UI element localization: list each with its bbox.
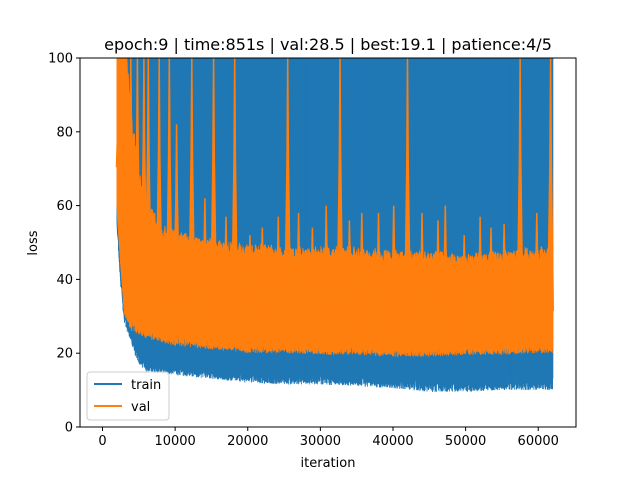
series-val-spike bbox=[358, 212, 366, 313]
series-layer bbox=[115, 58, 555, 392]
x-axis: 0 10000 20000 30000 40000 50000 60000 bbox=[98, 427, 559, 449]
x-tick-label: 40000 bbox=[372, 434, 413, 449]
y-axis: 0 20 40 60 80 100 bbox=[48, 52, 80, 436]
series-val bbox=[115, 58, 555, 357]
x-axis-label: iteration bbox=[301, 456, 356, 471]
series-val-spike bbox=[115, 58, 123, 168]
series-val-spike bbox=[460, 235, 468, 316]
series-val-spike bbox=[284, 58, 292, 312]
chart-title: epoch:9 | time:851s | val:28.5 | best:19… bbox=[104, 35, 552, 54]
series-val-spike bbox=[487, 227, 495, 315]
x-tick-label: 0 bbox=[98, 434, 106, 449]
x-tick-label: 60000 bbox=[518, 434, 559, 449]
series-val-spike bbox=[390, 205, 398, 315]
y-tick-label: 60 bbox=[56, 199, 73, 214]
series-val-spike bbox=[231, 58, 239, 309]
legend-train-label: train bbox=[131, 378, 161, 393]
series-val-spike bbox=[418, 212, 426, 315]
series-val-spike bbox=[441, 205, 449, 315]
series-val-spike bbox=[547, 58, 555, 312]
series-val-spike bbox=[173, 124, 181, 302]
legend: train val bbox=[86, 371, 170, 421]
x-tick-label: 50000 bbox=[445, 434, 486, 449]
y-tick-label: 0 bbox=[65, 421, 73, 436]
series-val-spike bbox=[246, 235, 254, 310]
series-val-spike bbox=[188, 58, 196, 304]
series-val-spike bbox=[345, 220, 353, 313]
series-val-spike bbox=[155, 58, 163, 295]
series-val-spike bbox=[533, 212, 541, 312]
series-val-spike bbox=[374, 212, 382, 314]
series-val-spike bbox=[336, 58, 344, 313]
series-val-spike bbox=[133, 58, 141, 268]
series-val-spike bbox=[500, 223, 508, 314]
series-val-spike bbox=[222, 216, 230, 308]
y-tick-label: 40 bbox=[56, 273, 73, 288]
y-tick-label: 100 bbox=[48, 52, 73, 67]
y-axis-label: loss bbox=[26, 230, 41, 255]
series-val-spike bbox=[404, 58, 412, 315]
series-val-spike bbox=[476, 216, 484, 315]
series-val-spike bbox=[274, 216, 282, 311]
series-val-spike bbox=[210, 58, 218, 307]
series-val-spike bbox=[295, 212, 303, 312]
x-tick-label: 30000 bbox=[300, 434, 341, 449]
series-val-spike bbox=[144, 58, 152, 287]
series-val-spike bbox=[308, 227, 316, 313]
series-val-spike bbox=[322, 205, 330, 313]
legend-val-label: val bbox=[131, 400, 150, 415]
series-val-spike bbox=[127, 58, 135, 244]
x-tick-label: 20000 bbox=[227, 434, 268, 449]
series-val-spike bbox=[201, 198, 209, 306]
series-val-spike bbox=[258, 227, 266, 311]
x-tick-label: 10000 bbox=[154, 434, 195, 449]
y-tick-label: 80 bbox=[56, 125, 73, 140]
series-val-spike bbox=[434, 220, 442, 315]
plot-frame bbox=[79, 57, 577, 428]
series-val-spike bbox=[165, 58, 173, 299]
series-val-spike bbox=[516, 58, 524, 313]
series-val-spike bbox=[121, 58, 129, 214]
y-tick-label: 20 bbox=[56, 347, 73, 362]
